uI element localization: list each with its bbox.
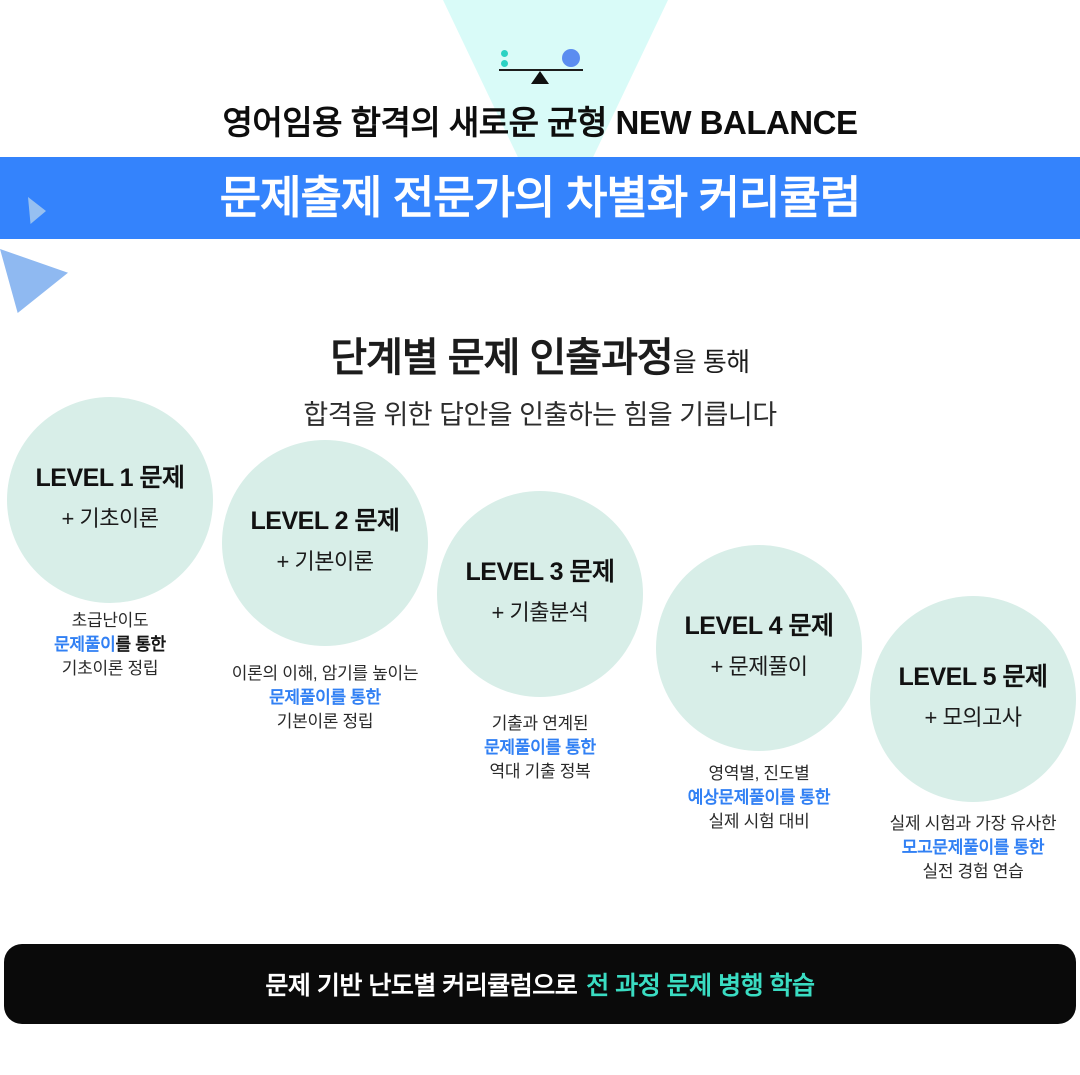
footer-highlight-text: 전 과정 문제 병행 학습 [586,972,815,1000]
level-title: LEVEL 5 문제 [898,662,1048,691]
caption-line-2: 문제풀이를 통한 [390,736,690,760]
caption-line-3: 역대 기출 정복 [489,762,591,781]
caption-line-3: 기본이론 정립 [276,712,374,731]
level-1-group: LEVEL 1 문제 + 기초이론 초급난이도 문제풀이를 통한 기초이론 정립 [7,397,213,678]
level-4-group: LEVEL 4 문제 + 문제풀이 영역별, 진도별 예상문제풀이를 통한 실제… [656,545,862,831]
caption-highlight: 문제풀이 [54,635,116,654]
intro-subtitle: 합격을 위한 답안을 인출하는 힘을 기릅니다 [303,400,777,430]
level-subtitle: + 기출분석 [491,599,589,625]
left-triangle-decoration [0,248,68,313]
level-2-caption: 이론의 이해, 암기를 높이는 문제풀이를 통한 기본이론 정립 [175,662,475,734]
caption-line-1: 영역별, 진도별 [708,764,810,783]
level-4-circle: LEVEL 4 문제 + 문제풀이 [656,545,862,751]
caption-highlight: 문제풀이를 통한 [269,688,381,707]
level-2-circle: LEVEL 2 문제 + 기본이론 [222,440,428,646]
level-1-caption: 초급난이도 문제풀이를 통한 기초이론 정립 [0,609,260,681]
balance-scale-icon [495,46,587,86]
caption-line-3: 실제 시험 대비 [708,812,810,831]
level-2-group: LEVEL 2 문제 + 기본이론 이론의 이해, 암기를 높이는 문제풀이를 … [222,440,428,731]
balance-small-weight-icon [501,50,508,57]
intro-title: 단계별 문제 인출과정을 통해 [0,325,1080,383]
caption-highlight-suffix: 를 통한 [115,635,166,654]
caption-line-2: 예상문제풀이를 통한 [609,786,909,810]
level-title: LEVEL 2 문제 [250,506,400,535]
tagline: 영어임용 합격의 새로운 균형 NEW BALANCE [222,104,858,141]
intro-title-suffix: 을 통해 [672,347,750,377]
banner: 문제출제 전문가의 차별화 커리큘럼 [0,157,1080,239]
level-5-caption: 실제 시험과 가장 유사한 모고문제풀이를 통한 실전 경험 연습 [823,812,1080,884]
caption-line-2: 문제풀이를 통한 [175,686,475,710]
level-subtitle: + 기본이론 [276,548,374,574]
level-4-caption: 영역별, 진도별 예상문제풀이를 통한 실제 시험 대비 [609,762,909,834]
balance-fulcrum-icon [531,71,549,84]
caption-line-3: 실전 경험 연습 [922,862,1024,881]
caption-line-2: 모고문제풀이를 통한 [823,836,1080,860]
level-3-caption: 기출과 연계된 문제풀이를 통한 역대 기출 정복 [390,712,690,784]
intro-heading: 단계별 문제 인출과정을 통해 합격을 위한 답안을 인출하는 힘을 기릅니다 [0,325,1080,432]
level-5-circle: LEVEL 5 문제 + 모의고사 [870,596,1076,802]
intro-title-strong: 단계별 문제 인출과정 [330,336,673,380]
caption-line-1: 기출과 연계된 [491,714,589,733]
caption-highlight: 모고문제풀이를 통한 [901,838,1045,857]
balance-beam-line [499,69,583,71]
level-title: LEVEL 4 문제 [684,611,834,640]
level-title: LEVEL 3 문제 [465,557,615,586]
caption-highlight: 예상문제풀이를 통한 [687,788,831,807]
balance-small-weight-icon [501,60,508,67]
footer-bar: 문제 기반 난도별 커리큘럼으로 전 과정 문제 병행 학습 [4,944,1076,1024]
level-subtitle: + 문제풀이 [710,653,808,679]
balance-large-weight-icon [562,49,580,67]
caption-line-1: 이론의 이해, 암기를 높이는 [231,664,419,683]
footer-text: 문제 기반 난도별 커리큘럼으로 [265,972,578,1000]
caption-line-1: 실제 시험과 가장 유사한 [889,814,1057,833]
caption-line-3: 기초이론 정립 [61,659,159,678]
banner-title: 문제출제 전문가의 차별화 커리큘럼 [219,172,862,223]
level-subtitle: + 기초이론 [61,505,159,531]
caption-highlight: 문제풀이를 통한 [484,738,596,757]
level-title: LEVEL 1 문제 [35,463,185,492]
caption-line-2: 문제풀이를 통한 [0,633,260,657]
caption-line-1: 초급난이도 [71,611,149,630]
level-subtitle: + 모의고사 [924,704,1022,730]
level-3-circle: LEVEL 3 문제 + 기출분석 [437,491,643,697]
level-1-circle: LEVEL 1 문제 + 기초이론 [7,397,213,603]
level-3-group: LEVEL 3 문제 + 기출분석 기출과 연계된 문제풀이를 통한 역대 기출… [437,491,643,781]
level-5-group: LEVEL 5 문제 + 모의고사 실제 시험과 가장 유사한 모고문제풀이를 … [870,596,1076,881]
